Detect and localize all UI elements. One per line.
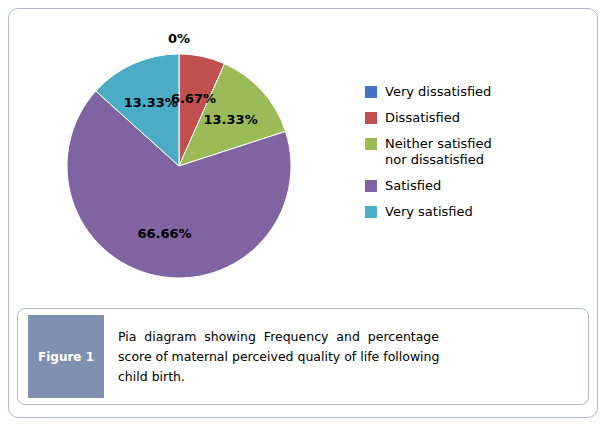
html-text:Dissatisfied: Dissatisfied: [385, 109, 461, 125]
svg-text:13.33%: 13.33%: [204, 112, 258, 127]
html-text:score of maternal perceived qu: score of maternal perceived quality of l…: [118, 348, 440, 364]
svg-text:0%: 0%: [168, 31, 190, 46]
svg-text:13.33%: 13.33%: [124, 95, 178, 110]
svg-text:66.66%: 66.66%: [137, 226, 191, 241]
svg-text:6.67%: 6.67%: [170, 90, 216, 106]
html-text:Neither satisfied nor dissatis: Neither satisfied nor dissatisfied: [385, 135, 492, 167]
html-text:Very dissatisfied: Very dissatisfied: [385, 83, 492, 99]
html-text:child birth.: child birth.: [118, 368, 185, 384]
html-text:Pia diagram showing Frequency: Pia diagram showing Frequency and percen…: [118, 328, 439, 344]
html-text:Very satisfied: Very satisfied: [385, 203, 473, 219]
html-text:Satisfied: Satisfied: [385, 177, 442, 193]
html-text:Figure 1: Figure 1: [38, 349, 94, 364]
